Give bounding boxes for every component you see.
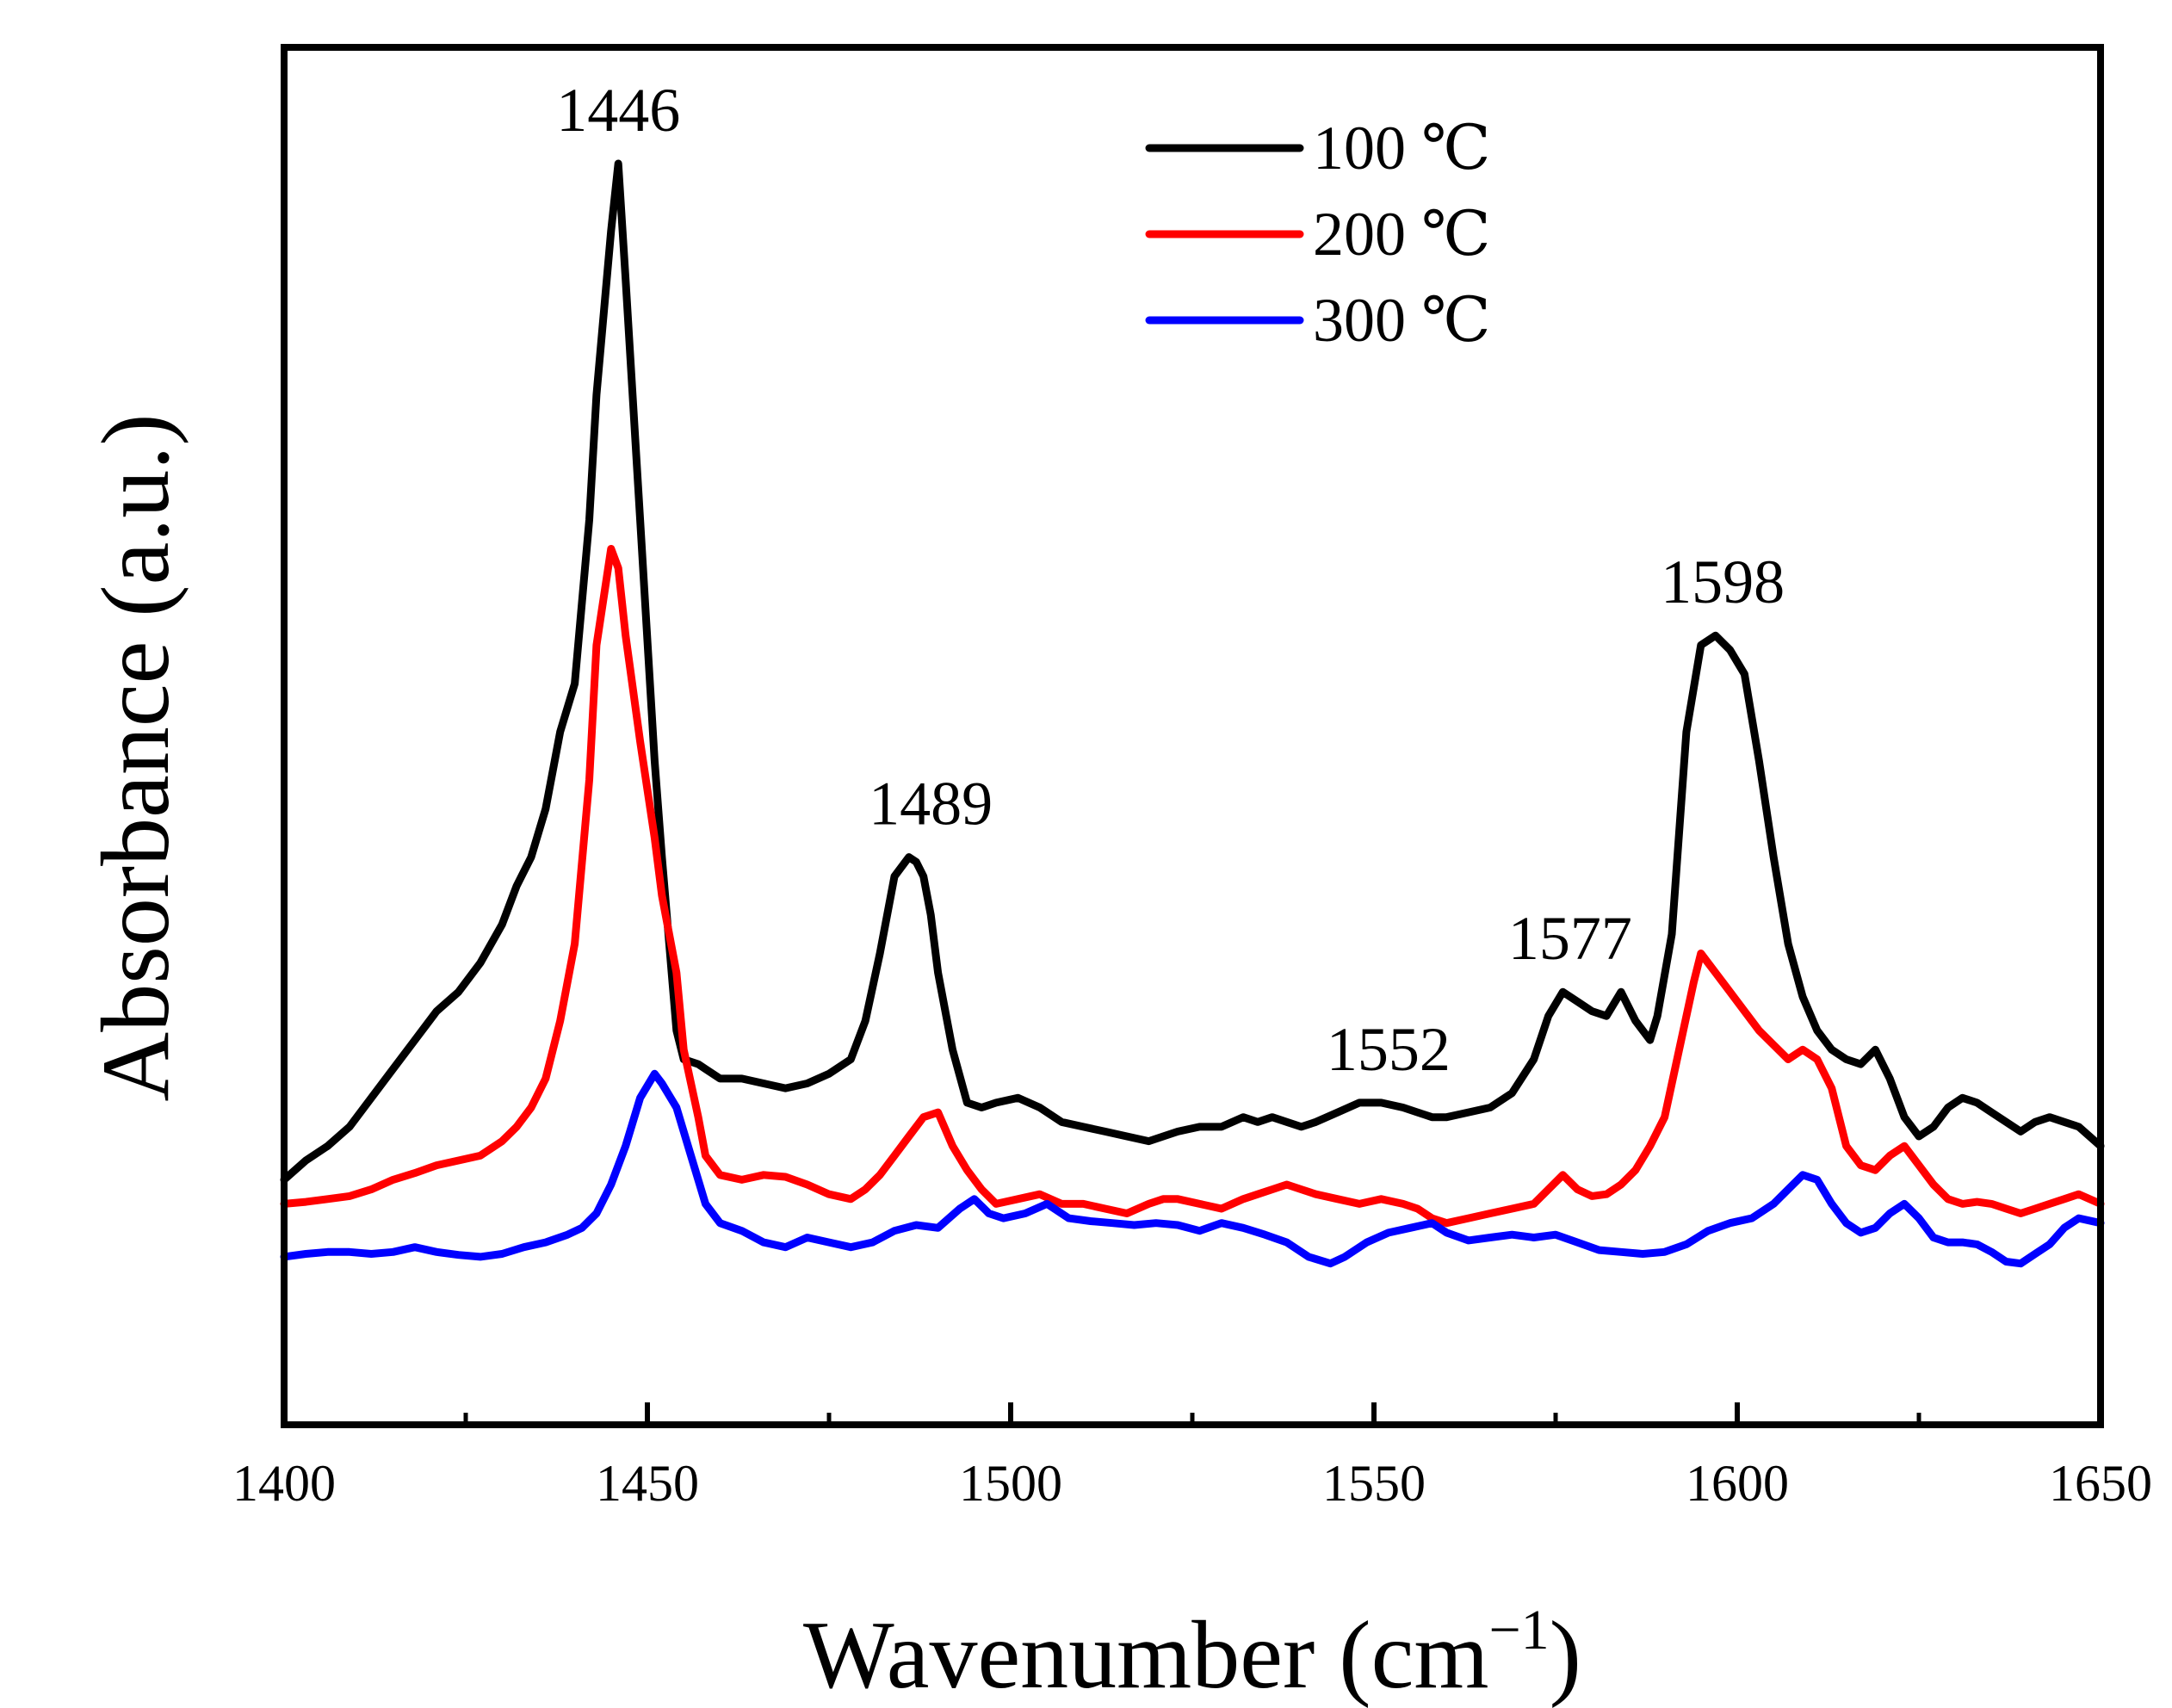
annotation-layer: 1446 1489 1552 1577 1598 — [556, 76, 1785, 1084]
series-line-3 — [280, 1069, 2105, 1268]
x-tick-label: 1500 — [959, 1455, 1062, 1512]
y-axis-title: Absorbance (a.u.) — [83, 413, 189, 1101]
legend-label: 100 ℃ — [1313, 114, 1491, 183]
x-tick-label: 1600 — [1686, 1455, 1789, 1512]
legend-label: 300 ℃ — [1313, 286, 1491, 355]
peak-label: 1552 — [1327, 1015, 1451, 1084]
series-layer — [280, 159, 2105, 1268]
x-tick-label: 1550 — [1322, 1455, 1426, 1512]
series-line-1 — [280, 159, 2105, 1184]
legend: 100 ℃ 200 ℃ 300 ℃ — [1145, 114, 1491, 355]
x-tick-label: 1400 — [232, 1455, 336, 1512]
peak-label: 1577 — [1508, 904, 1632, 973]
x-tick-label: 1450 — [596, 1455, 699, 1512]
x-tick-label: 1650 — [2049, 1455, 2152, 1512]
x-axis-title: Wavenumber (cm−1) — [803, 1599, 1581, 1708]
peak-label: 1489 — [869, 770, 993, 839]
series-line-2 — [280, 545, 2105, 1228]
legend-label: 200 ℃ — [1313, 200, 1491, 269]
peak-label: 1598 — [1661, 548, 1785, 616]
tick-layer: 1400 1450 1500 1550 1600 1650 — [232, 1402, 2152, 1512]
peak-label: 1446 — [556, 76, 680, 145]
